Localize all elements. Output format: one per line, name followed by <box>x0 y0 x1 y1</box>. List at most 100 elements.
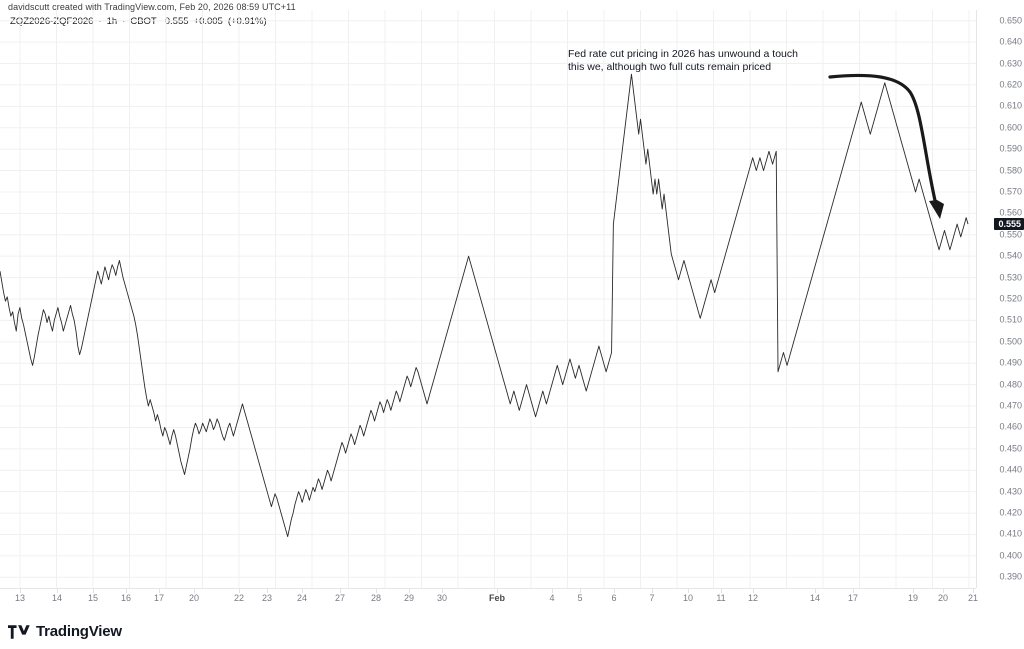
time-tick-label: 28 <box>370 593 382 603</box>
price-tick-label: 0.430 <box>999 486 1022 497</box>
time-tick-mark <box>376 589 377 593</box>
time-tick-mark <box>853 589 854 593</box>
arrow-head-icon <box>929 200 944 219</box>
time-tick-mark <box>913 589 914 593</box>
chart-annotation-label: Fed rate cut pricing in 2026 has unwound… <box>568 48 798 73</box>
price-tick-label: 0.440 <box>999 464 1022 475</box>
time-tick-label: 14 <box>809 593 821 603</box>
time-tick-label: 27 <box>334 593 346 603</box>
time-tick-label: 22 <box>233 593 245 603</box>
price-tick-label: 0.410 <box>999 528 1022 539</box>
time-tick-mark <box>302 589 303 593</box>
legend-separator-2: · <box>122 16 126 27</box>
price-tick-label: 0.470 <box>999 400 1022 411</box>
time-tick-label: 15 <box>87 593 99 603</box>
time-tick-mark <box>267 589 268 593</box>
chart-canvas[interactable] <box>0 10 976 588</box>
time-tick-label: 10 <box>682 593 694 603</box>
time-tick-label: 13 <box>14 593 26 603</box>
time-tick-label: 17 <box>847 593 859 603</box>
tradingview-wordmark: TradingView <box>36 623 122 640</box>
time-tick-mark <box>614 589 615 593</box>
time-tick-label: Feb <box>488 593 506 603</box>
time-tick-label: 19 <box>907 593 919 603</box>
time-tick-label: 16 <box>120 593 132 603</box>
time-tick-mark <box>721 589 722 593</box>
price-tick-label: 0.600 <box>999 122 1022 133</box>
time-tick-label: 4 <box>549 593 555 603</box>
price-tick-label: 0.580 <box>999 165 1022 176</box>
price-tick-label: 0.530 <box>999 272 1022 283</box>
time-tick-label: 29 <box>403 593 415 603</box>
legend-exchange: CBOT <box>130 16 157 27</box>
time-tick-label: 14 <box>51 593 63 603</box>
tradingview-logo: TradingView <box>8 624 122 639</box>
time-tick-mark <box>126 589 127 593</box>
time-scale[interactable]: 13 14 15 16 17 20 22 23 24 27 28 29 30 Feb 4 5 6 7 10 11 12 1… <box>0 588 979 609</box>
price-tick-label: 0.640 <box>999 36 1022 47</box>
time-tick-label: 23 <box>261 593 273 603</box>
time-tick-mark <box>20 589 21 593</box>
price-tick-label: 0.650 <box>999 15 1022 26</box>
price-tick-label: 0.420 <box>999 507 1022 518</box>
legend-change: +0.005 <box>193 16 223 27</box>
time-tick-mark <box>815 589 816 593</box>
time-tick-label: 20 <box>937 593 949 603</box>
price-tick-label: 0.400 <box>999 550 1022 561</box>
legend-symbol[interactable]: ZQZ2026-ZQF2026 <box>10 16 94 27</box>
price-tick-label: 0.460 <box>999 421 1022 432</box>
price-tick-label: 0.620 <box>999 79 1022 90</box>
time-tick-mark <box>943 589 944 593</box>
time-tick-mark <box>652 589 653 593</box>
price-tick-label: 0.550 <box>999 229 1022 240</box>
last-price-badge: 0.555 <box>994 218 1024 231</box>
price-tick-label: 0.480 <box>999 379 1022 390</box>
price-tick-label: 0.520 <box>999 293 1022 304</box>
time-tick-mark <box>580 589 581 593</box>
time-tick-mark <box>340 589 341 593</box>
time-tick-mark <box>552 589 553 593</box>
price-tick-label: 0.500 <box>999 336 1022 347</box>
time-tick-mark <box>442 589 443 593</box>
curved-arrow-icon <box>828 73 939 211</box>
chart-legend[interactable]: ZQZ2026-ZQF2026 · 1h · CBOT 0.555 +0.005… <box>10 16 267 27</box>
price-tick-label: 0.570 <box>999 186 1022 197</box>
time-tick-label: 20 <box>188 593 200 603</box>
time-tick-mark <box>753 589 754 593</box>
price-tick-label: 0.490 <box>999 357 1022 368</box>
price-tick-label: 0.590 <box>999 143 1022 154</box>
price-tick-label: 0.560 <box>999 207 1022 218</box>
price-tick-label: 0.540 <box>999 250 1022 261</box>
time-tick-mark <box>239 589 240 593</box>
time-tick-mark <box>57 589 58 593</box>
price-tick-label: 0.450 <box>999 443 1022 454</box>
legend-interval[interactable]: 1h <box>106 16 118 27</box>
annotation-arrow[interactable] <box>0 10 976 588</box>
time-tick-label: 24 <box>296 593 308 603</box>
time-tick-label: 30 <box>436 593 448 603</box>
time-tick-label: 21 <box>967 593 979 603</box>
price-tick-label: 0.510 <box>999 314 1022 325</box>
time-tick-mark <box>688 589 689 593</box>
price-line-series <box>0 73 969 538</box>
tradingview-mark-icon <box>8 624 30 639</box>
time-tick-mark <box>409 589 410 593</box>
price-scale[interactable]: 0.555 0.650 0.640 0.630 0.620 0.610 0.600 0.59… <box>976 10 1024 588</box>
legend-separator-1: · <box>98 16 102 27</box>
time-tick-mark <box>973 589 974 593</box>
time-tick-label: 11 <box>716 593 726 603</box>
legend-last-price: 0.555 <box>164 16 189 27</box>
time-tick-label: 5 <box>577 593 583 603</box>
price-tick-label: 0.390 <box>999 571 1022 582</box>
legend-change-percent: (+0.91%) <box>227 16 267 27</box>
time-tick-label: 7 <box>649 593 655 603</box>
time-tick-mark <box>159 589 160 593</box>
time-tick-label: 12 <box>747 593 759 603</box>
price-tick-label: 0.610 <box>999 100 1022 111</box>
time-tick-mark <box>497 589 498 593</box>
attribution-text: davidscutt created with TradingView.com,… <box>8 2 296 12</box>
time-tick-mark <box>93 589 94 593</box>
time-tick-mark <box>194 589 195 593</box>
time-tick-label: 17 <box>153 593 165 603</box>
price-line-path <box>0 73 969 538</box>
